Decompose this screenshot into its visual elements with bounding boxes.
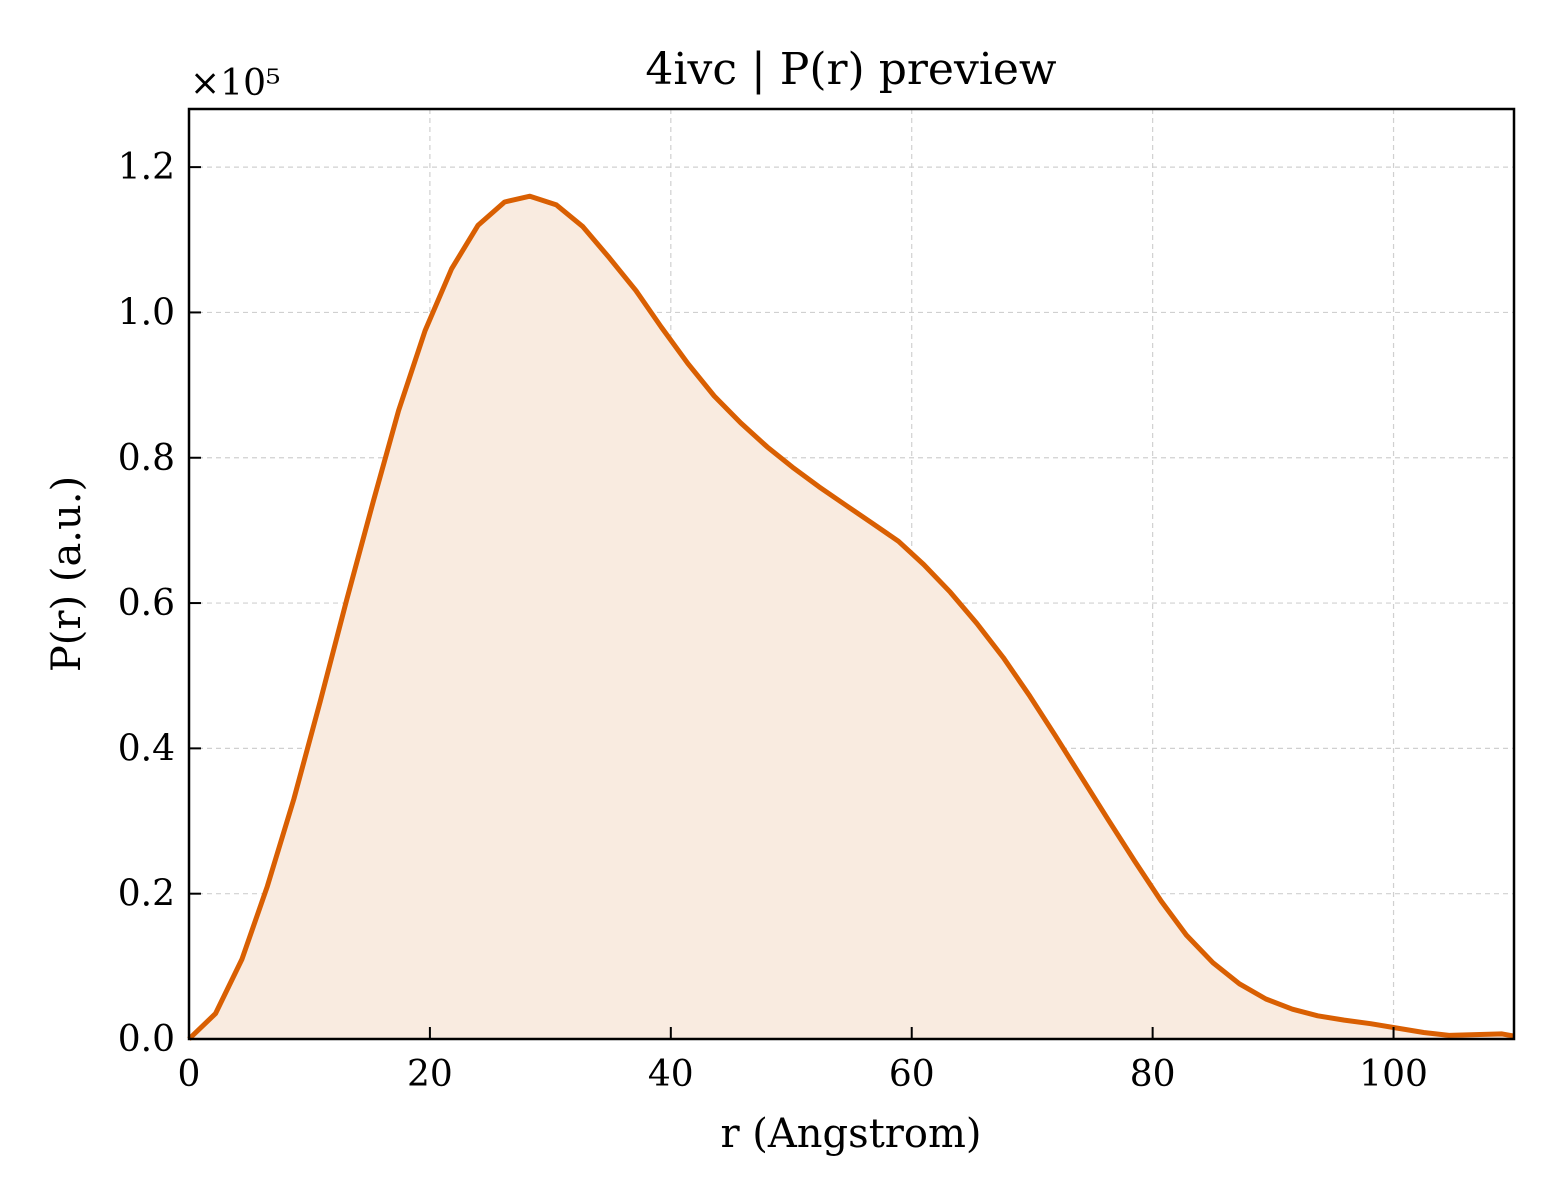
x-tick-label: 60 bbox=[889, 1054, 935, 1095]
x-tick-label: 100 bbox=[1359, 1054, 1428, 1095]
y-tick-label: 0.2 bbox=[118, 874, 175, 915]
y-tick-label: 0.0 bbox=[118, 1019, 175, 1060]
y-tick-label: 1.0 bbox=[118, 292, 175, 333]
y-tick-label: 1.2 bbox=[118, 147, 175, 188]
plot-frame bbox=[187, 107, 1516, 1041]
pr-area-fill bbox=[189, 196, 1514, 1039]
pr-series-line bbox=[187, 193, 1515, 1041]
y-axis-label: P(r) (a.u.) bbox=[44, 476, 90, 672]
tick-labels: 0 20 40 60 80 100 0.0 0.2 0.4 0.6 0.8 1.0 1.2 bbox=[118, 147, 1428, 1095]
x-axis-label: r (Angstrom) bbox=[720, 1111, 981, 1157]
x-tick-label: 80 bbox=[1130, 1054, 1176, 1095]
x-tick-label: 0 bbox=[178, 1054, 201, 1095]
chart-title: 4ivc | P(r) preview bbox=[645, 44, 1057, 95]
y-tick-label: 0.4 bbox=[118, 728, 175, 769]
x-tick-label: 20 bbox=[407, 1054, 453, 1095]
y-multiplier-label: ×10⁵ bbox=[190, 63, 280, 104]
y-tick-label: 0.8 bbox=[118, 438, 175, 479]
y-tick-label: 0.6 bbox=[118, 583, 175, 624]
x-tick-label: 40 bbox=[648, 1054, 694, 1095]
